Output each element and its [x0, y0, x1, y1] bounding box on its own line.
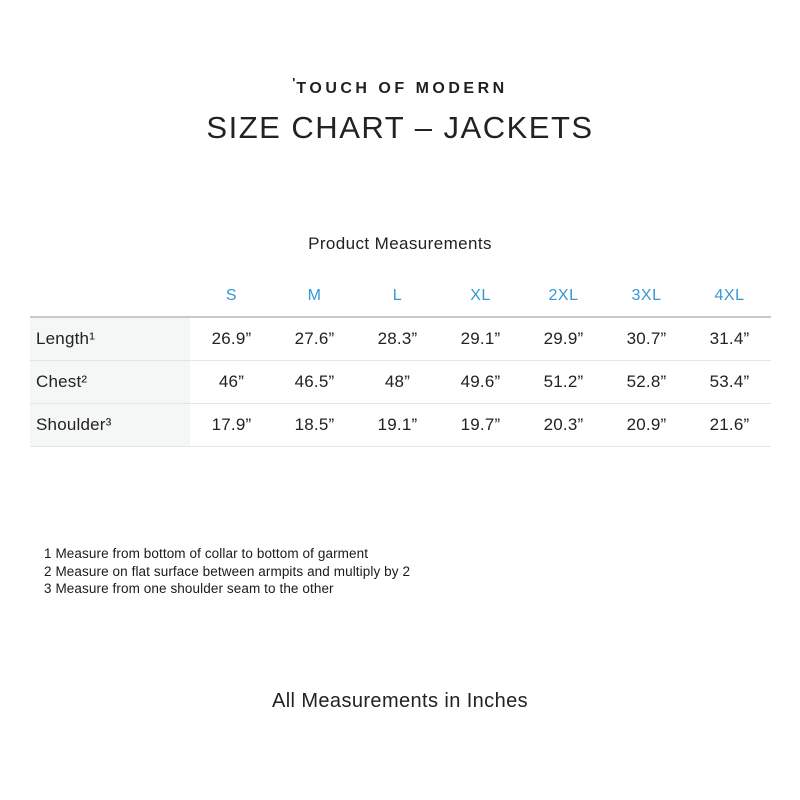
- measurement-cell: 46”: [218, 372, 245, 391]
- measurement-cell: 18.5”: [294, 415, 335, 434]
- table-row-shoulder: Shoulder³ 17.9” 18.5” 19.1” 19.7” 20.3” …: [30, 404, 771, 447]
- size-column-header-xl: XL: [470, 287, 491, 304]
- row-label-length: Length¹: [30, 318, 190, 360]
- measurement-cell: 49.6”: [460, 372, 501, 391]
- size-column-header-3xl: 3XL: [631, 287, 662, 304]
- footnote-3: 3 Measure from one shoulder seam to the …: [44, 581, 334, 597]
- row-label-shoulder: Shoulder³: [30, 404, 190, 446]
- footer-note: All Measurements in Inches: [271, 690, 529, 712]
- size-column-header-m: M: [307, 287, 322, 304]
- measurement-cell: 27.6”: [294, 329, 335, 348]
- logo-tick-mark: ': [292, 75, 296, 90]
- measurement-cell: 21.6”: [709, 415, 750, 434]
- footnotes: 1 Measure from bottom of collar to botto…: [44, 545, 410, 598]
- measurement-cell: 53.4”: [709, 372, 750, 391]
- brand-logo: 'TOUCH OF MODERN: [0, 75, 800, 98]
- footnote-2: 2 Measure on flat surface between armpit…: [44, 563, 411, 579]
- measurement-cell: 30.7”: [626, 329, 667, 348]
- size-column-header-s: S: [225, 287, 238, 304]
- measurement-cell: 48”: [384, 372, 411, 391]
- measurement-cell: 28.3”: [377, 329, 418, 348]
- measurement-cell: 46.5”: [294, 372, 335, 391]
- measurement-cell: 26.9”: [211, 329, 252, 348]
- page-title: SIZE CHART – JACKETS: [206, 110, 594, 145]
- measurement-cell: 29.9”: [543, 329, 584, 348]
- measurement-cell: 31.4”: [709, 329, 750, 348]
- measurement-cell: 29.1”: [460, 329, 501, 348]
- measurement-cell: 17.9”: [211, 415, 252, 434]
- measurement-cell: 20.9”: [626, 415, 667, 434]
- measurement-cell: 19.7”: [460, 415, 501, 434]
- measurement-cell: 51.2”: [543, 372, 584, 391]
- logo-text: TOUCH OF MODERN: [296, 80, 508, 97]
- footnote-1: 1 Measure from bottom of collar to botto…: [44, 546, 369, 561]
- size-column-header-2xl: 2XL: [548, 287, 579, 304]
- table-title: Product Measurements: [308, 234, 492, 253]
- measurement-cell: 52.8”: [626, 372, 667, 391]
- measurements-table: S M L XL 2XL 3XL 4XL Length¹ 26.9” 27.6”…: [30, 276, 771, 447]
- row-label-chest: Chest²: [30, 361, 190, 403]
- size-column-header-l: L: [392, 287, 403, 304]
- measurement-cell: 20.3”: [543, 415, 584, 434]
- size-header-row: S M L XL 2XL 3XL 4XL: [30, 276, 771, 318]
- table-row-length: Length¹ 26.9” 27.6” 28.3” 29.1” 29.9” 30…: [30, 318, 771, 361]
- measurement-cell: 19.1”: [377, 415, 418, 434]
- table-row-chest: Chest² 46” 46.5” 48” 49.6” 51.2” 52.8” 5…: [30, 361, 771, 404]
- size-column-header-4xl: 4XL: [714, 287, 745, 304]
